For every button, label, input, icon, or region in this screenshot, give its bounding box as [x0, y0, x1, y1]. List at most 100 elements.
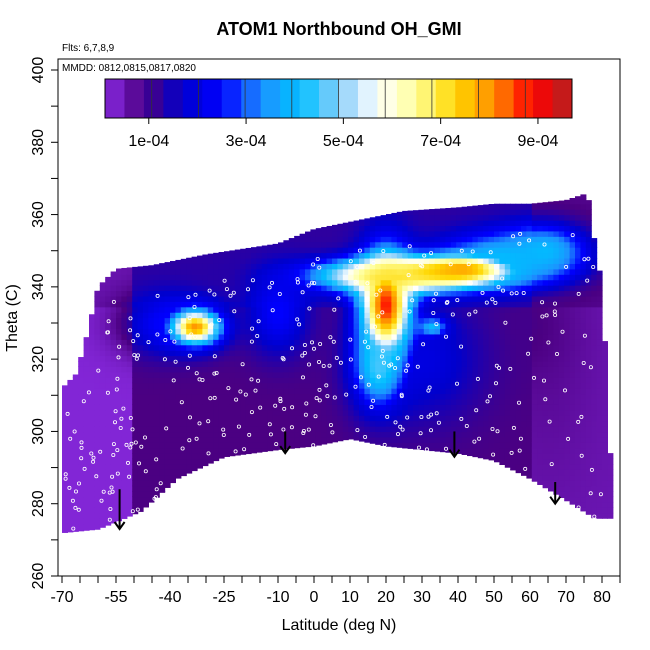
heat-cell — [477, 344, 484, 351]
heat-cell — [413, 431, 419, 438]
heat-cell — [483, 219, 490, 227]
heat-cell — [591, 453, 598, 460]
heat-cell — [369, 388, 376, 395]
heat-cell — [542, 225, 549, 232]
heat-cell — [558, 447, 565, 454]
heat-cell — [62, 463, 68, 470]
heat-cell — [148, 474, 155, 481]
heat-cell — [456, 230, 463, 237]
heat-cell — [159, 317, 166, 324]
heat-cell — [229, 328, 236, 335]
heat-cell — [83, 360, 90, 367]
heat-cell — [89, 382, 95, 389]
heat-cell — [375, 355, 382, 362]
heat-cell — [456, 279, 463, 286]
heat-cell — [413, 398, 419, 405]
heat-cell — [229, 333, 236, 340]
heat-cell — [423, 344, 430, 351]
heat-cell — [283, 344, 290, 351]
sample-point — [355, 428, 360, 433]
heat-cell — [116, 285, 122, 292]
heat-cell — [213, 409, 220, 416]
heat-cell — [191, 409, 198, 416]
heat-cell — [472, 442, 479, 449]
heat-cell — [278, 323, 284, 330]
sample-point — [86, 390, 91, 395]
heat-cell — [580, 339, 587, 346]
heat-cell — [569, 496, 576, 503]
heat-cell — [423, 404, 430, 411]
x-tick-label: -10 — [266, 589, 289, 606]
sample-point — [385, 414, 390, 419]
heat-cell — [294, 426, 301, 433]
heat-cell — [418, 252, 425, 259]
heat-cell — [418, 409, 425, 416]
heat-cell — [418, 257, 425, 264]
heat-cell — [483, 355, 490, 362]
heat-cell — [245, 274, 252, 281]
heat-cell — [386, 323, 392, 330]
heat-cell — [310, 431, 317, 438]
sample-point — [598, 492, 603, 497]
heat-cell — [521, 236, 527, 243]
heat-cell — [94, 312, 101, 319]
heat-cell — [251, 360, 257, 367]
heat-cell — [585, 219, 592, 227]
heat-cell — [218, 333, 225, 340]
heat-cell — [148, 355, 155, 362]
heat-cell — [202, 366, 209, 373]
heat-cell — [531, 333, 538, 340]
heat-cell — [121, 474, 128, 481]
heat-cell — [180, 426, 187, 433]
heat-cell — [180, 274, 187, 281]
heat-cell — [170, 474, 176, 481]
heat-cell — [429, 360, 436, 367]
heat-cell — [148, 328, 155, 335]
heat-cell — [396, 404, 403, 411]
heat-cell — [450, 209, 457, 216]
heat-cell — [207, 285, 214, 292]
sample-point — [371, 260, 376, 265]
heat-cell — [337, 426, 344, 433]
heat-cell — [396, 230, 403, 237]
heat-cell — [164, 355, 171, 362]
heat-cell — [342, 360, 349, 367]
heat-cell — [585, 317, 592, 324]
heat-cell — [78, 398, 85, 405]
heat-cell — [159, 398, 166, 405]
heat-cell — [531, 203, 538, 205]
y-tick-label: 300 — [30, 418, 47, 445]
heat-cell — [310, 420, 317, 427]
sample-point — [379, 354, 384, 359]
heat-cell — [369, 355, 376, 362]
heat-cell — [488, 301, 495, 308]
heat-cell — [197, 377, 203, 384]
heat-cell — [429, 355, 436, 362]
heat-cell — [202, 426, 209, 433]
heat-cell — [434, 328, 441, 335]
heat-cell — [364, 257, 371, 264]
heat-cell — [375, 350, 382, 357]
heat-cell — [132, 371, 139, 378]
heat-cell — [515, 426, 522, 433]
heat-cell — [294, 312, 301, 319]
heat-cell — [585, 290, 592, 297]
heat-cell — [499, 241, 506, 248]
heat-cell — [99, 409, 106, 416]
heat-cell — [450, 306, 457, 313]
heat-cell — [224, 295, 230, 302]
heat-cell — [407, 274, 414, 281]
heat-cell — [197, 312, 203, 319]
heat-cell — [402, 285, 409, 292]
heat-cell — [467, 214, 473, 221]
heat-cell — [126, 285, 133, 292]
heat-cell — [342, 295, 349, 302]
heat-cell — [229, 339, 236, 346]
heat-cell — [407, 225, 414, 232]
heat-cell — [553, 339, 560, 346]
heat-cell — [380, 257, 387, 264]
heat-cell — [510, 436, 517, 443]
heat-cell — [153, 328, 160, 335]
heat-cell — [245, 442, 252, 449]
heat-cell — [348, 371, 355, 378]
